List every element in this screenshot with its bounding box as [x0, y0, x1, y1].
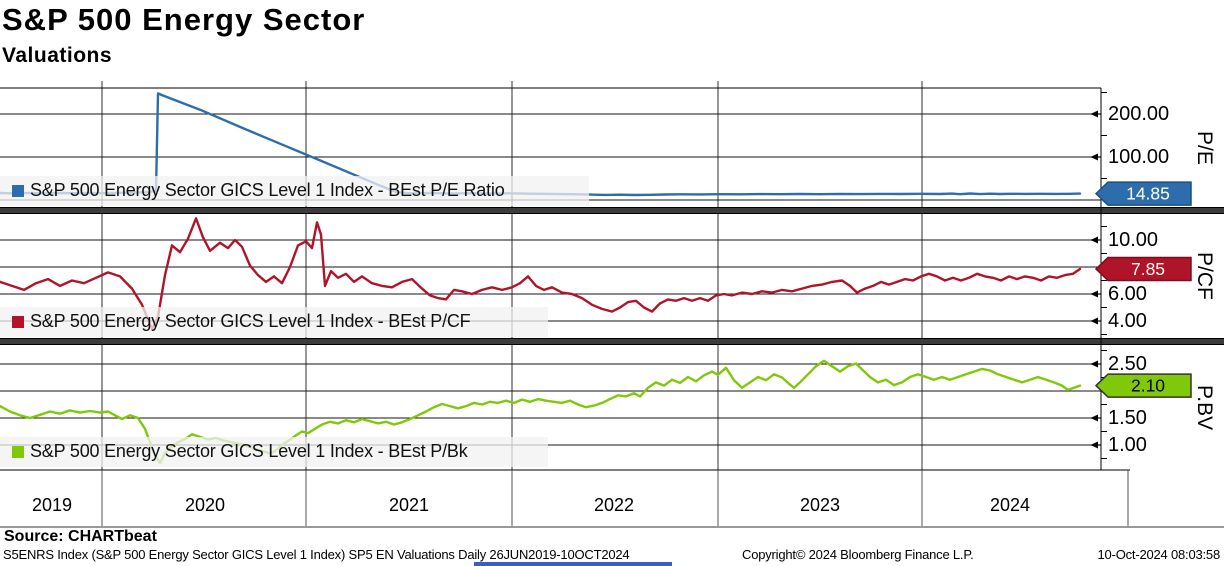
page-subtitle: Valuations	[2, 44, 113, 67]
footer-copyright: Copyright© 2024 Bloomberg Finance L.P.	[742, 547, 974, 562]
legend-pcf: S&P 500 Energy Sector GICS Level 1 Index…	[12, 311, 471, 332]
legend-label-pbk: S&P 500 Energy Sector GICS Level 1 Index…	[30, 441, 468, 461]
xtick-year-2022: 2022	[593, 495, 635, 515]
ytick-pbk-2: 1.00	[1108, 434, 1147, 456]
legend-label-pcf: S&P 500 Energy Sector GICS Level 1 Index…	[30, 311, 471, 331]
last-value-badge-pe: 14.85	[1126, 184, 1170, 204]
page-title: S&P 500 Energy Sector	[2, 2, 366, 37]
xtick-year-2021: 2021	[388, 495, 430, 515]
xtick-year-2023: 2023	[799, 495, 841, 515]
source-label: Source: CHARTbeat	[4, 528, 157, 545]
ytick-pcf-2: 4.00	[1108, 310, 1147, 332]
axis-title-pbk: P.BV	[1193, 384, 1216, 431]
xtick-year-2024: 2024	[989, 495, 1031, 515]
legend-label-pe: S&P 500 Energy Sector GICS Level 1 Index…	[30, 180, 505, 200]
ytick-pbk-1: 1.50	[1108, 407, 1147, 429]
last-value-badge-pbk: 2.10	[1131, 376, 1165, 396]
ytick-pcf-0: 10.00	[1108, 229, 1159, 251]
footer-timestamp: 10-Oct-2024 08:03:58	[1097, 547, 1221, 562]
legend-swatch-pbk	[12, 446, 24, 458]
legend-pbk: S&P 500 Energy Sector GICS Level 1 Index…	[12, 441, 468, 462]
legend-swatch-pcf	[12, 316, 24, 328]
bottom-blue-strip	[474, 562, 672, 566]
xtick-year-2020: 2020	[184, 495, 226, 515]
legend-swatch-pe	[12, 185, 24, 197]
ytick-pcf-1: 6.00	[1108, 283, 1147, 305]
ytick-pe-0: 200.00	[1108, 103, 1170, 125]
axis-title-pe: P/E	[1193, 130, 1216, 165]
ytick-pbk-0: 2.50	[1108, 353, 1147, 375]
axis-title-pcf: P/CF	[1193, 252, 1216, 300]
last-value-badge-pcf: 7.85	[1131, 259, 1165, 279]
footer-description: S5ENRS Index (S&P 500 Energy Sector GICS…	[3, 547, 630, 562]
legend-pe: S&P 500 Energy Sector GICS Level 1 Index…	[12, 180, 505, 201]
ytick-pe-1: 100.00	[1108, 146, 1170, 168]
xtick-year-2019: 2019	[31, 495, 73, 515]
